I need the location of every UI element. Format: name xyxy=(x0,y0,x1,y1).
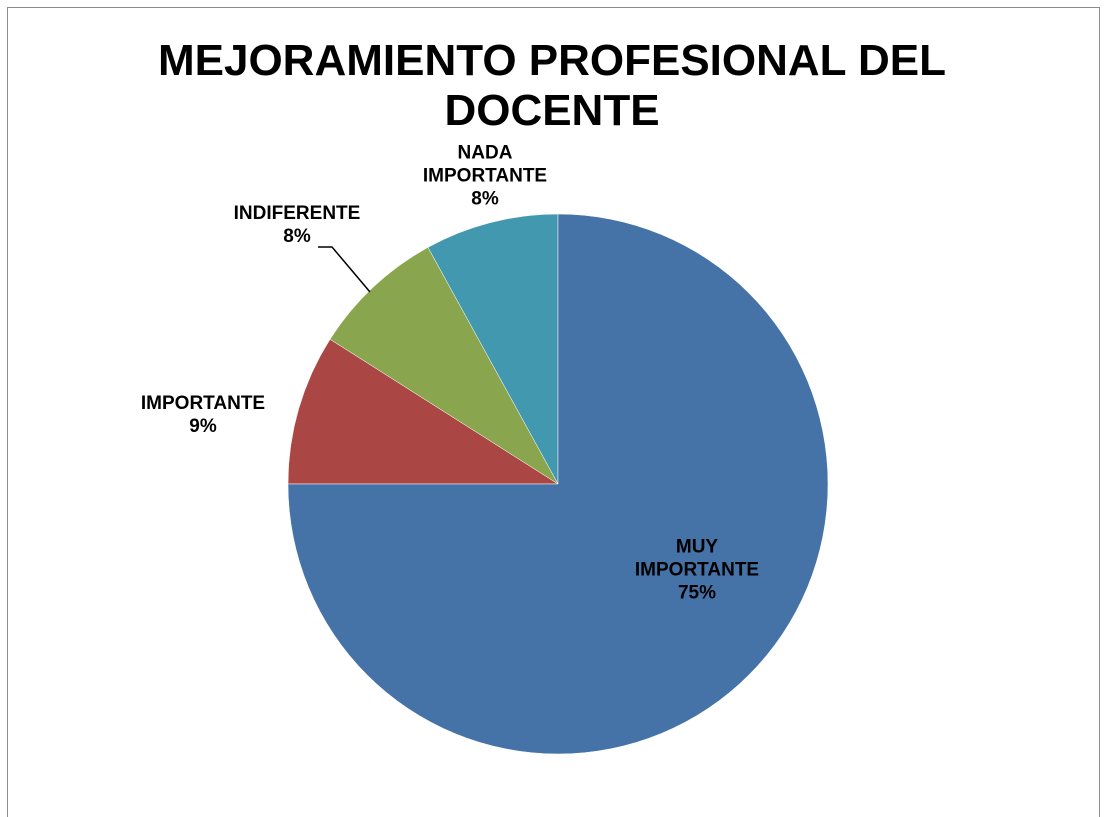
slice-category: INDIFERENTE xyxy=(233,203,361,224)
data-label: NADA IMPORTANTE 8% xyxy=(423,142,547,211)
slice-percent: 8% xyxy=(471,188,499,210)
leader-line xyxy=(318,246,371,293)
data-label: INDIFERENTE 8% xyxy=(234,202,361,248)
slice-percent: 9% xyxy=(189,416,217,437)
slice-percent: 8% xyxy=(283,226,311,247)
data-label: MUY IMPORTANTE 75% xyxy=(635,536,759,605)
data-label: IMPORTANTE 9% xyxy=(141,392,265,438)
slice-category: NADA IMPORTANTE xyxy=(422,142,548,187)
slice-category: MUY IMPORTANTE xyxy=(634,536,760,581)
slice-percent: 75% xyxy=(677,582,717,604)
pie-slice xyxy=(287,213,829,755)
chart-frame xyxy=(7,7,1100,817)
pie-slice xyxy=(329,247,559,485)
slice-category: IMPORTANTE xyxy=(140,393,266,414)
pie-slice xyxy=(427,213,559,485)
chart-title: MEJORAMIENTO PROFESIONAL DEL DOCENTE xyxy=(157,36,946,135)
pie-slice xyxy=(287,338,559,485)
